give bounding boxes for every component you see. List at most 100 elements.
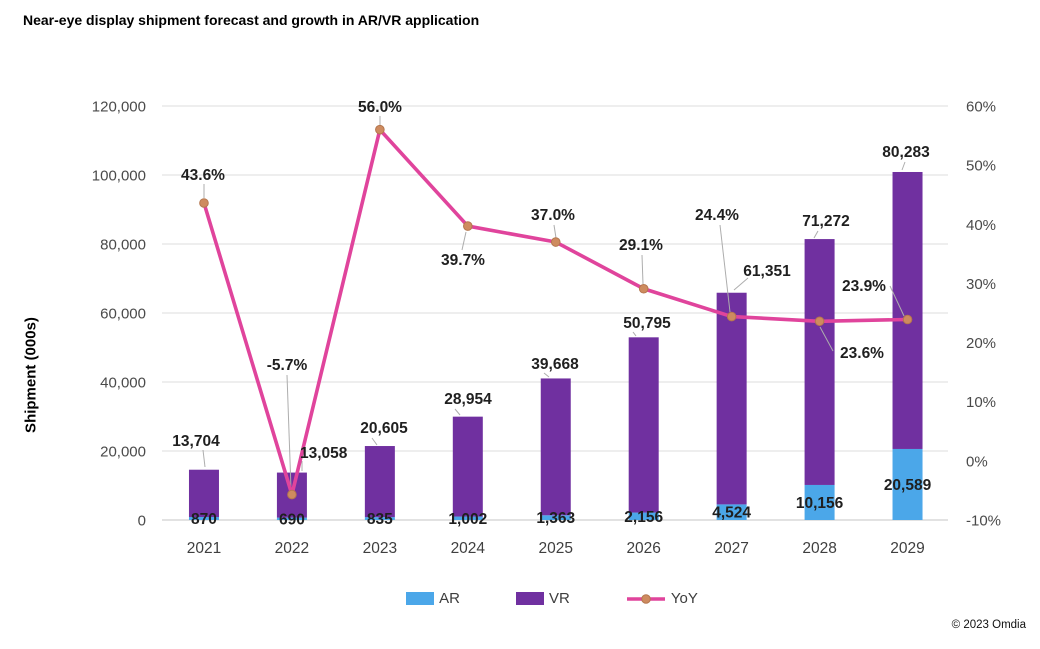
yoy-value-label-2028: 23.6% bbox=[840, 345, 884, 362]
leader-yoy-2022 bbox=[286, 374, 292, 490]
legend-label-yoy: YoY bbox=[670, 590, 698, 607]
x-axis-tick-2022: 2022 bbox=[275, 540, 309, 557]
yoy-marker-2028 bbox=[814, 316, 825, 327]
left-axis-tick-100,000: 100,000 bbox=[92, 168, 146, 185]
ar-value-label-2021: 870 bbox=[191, 511, 217, 528]
x-axis-tick-2028: 2028 bbox=[802, 540, 836, 557]
yoy-marker-2025 bbox=[550, 237, 561, 247]
leader-yoy-2029 bbox=[889, 285, 905, 317]
yoy-marker-2026 bbox=[638, 283, 649, 294]
leader-vr-2024 bbox=[454, 408, 461, 416]
ar-value-label-2028: 10,156 bbox=[796, 495, 844, 512]
ar-value-label-2024: 1,002 bbox=[448, 511, 487, 528]
vr-swatch-icon bbox=[516, 592, 544, 605]
left-axis-tick-0: 0 bbox=[138, 513, 146, 530]
bar-vr-2025 bbox=[540, 378, 571, 516]
right-axis-tick-50%: 50% bbox=[966, 158, 996, 175]
vr-value-label-2022: 13,058 bbox=[300, 445, 348, 462]
bar-vr-2023 bbox=[364, 446, 395, 518]
left-axis-tick-20,000: 20,000 bbox=[100, 444, 146, 461]
x-axis-tick-2026: 2026 bbox=[626, 540, 660, 557]
copyright-note: © 2023 Omdia bbox=[951, 619, 1026, 631]
bar-vr-2024 bbox=[452, 416, 483, 517]
legend-item-vr: VR bbox=[516, 590, 570, 607]
yoy-value-label-2029: 23.9% bbox=[842, 278, 886, 295]
leader-vr-2027 bbox=[733, 277, 749, 291]
leader-vr-2025 bbox=[543, 372, 550, 378]
right-axis-tick-60%: 60% bbox=[966, 99, 996, 116]
vr-value-label-2028: 71,272 bbox=[802, 213, 849, 230]
x-axis-tick-2025: 2025 bbox=[539, 540, 573, 557]
yoy-value-label-2027: 24.4% bbox=[695, 207, 739, 224]
bar-ar-2029 bbox=[892, 448, 923, 520]
leader-yoy-2024 bbox=[461, 231, 467, 251]
yoy-value-label-2023: 56.0% bbox=[358, 99, 402, 116]
yoy-marker-2024 bbox=[463, 221, 473, 231]
chart-title: Near-eye display shipment forecast and g… bbox=[23, 12, 480, 28]
yoy-value-label-2021: 43.6% bbox=[181, 167, 225, 184]
bar-ar-2023 bbox=[364, 517, 395, 520]
ar-value-label-2029: 20,589 bbox=[884, 477, 932, 494]
vr-value-label-2027: 61,351 bbox=[743, 263, 791, 280]
right-axis-tick-40%: 40% bbox=[966, 217, 996, 234]
bar-vr-2026 bbox=[628, 337, 659, 513]
leader-yoy-2026 bbox=[641, 254, 644, 285]
legend-item-yoy: YoY bbox=[626, 590, 698, 607]
x-axis-tick-2023: 2023 bbox=[363, 540, 397, 557]
ar-value-label-2025: 1,363 bbox=[536, 510, 575, 527]
right-axis-tick-30%: 30% bbox=[966, 276, 996, 293]
vr-value-label-2021: 13,704 bbox=[172, 433, 220, 450]
leader-vr-2028 bbox=[813, 230, 819, 239]
leader-yoy-2028 bbox=[819, 326, 834, 352]
left-axis-tick-120,000: 120,000 bbox=[92, 99, 146, 116]
bar-ar-2021 bbox=[188, 516, 219, 520]
ar-value-label-2026: 2,156 bbox=[624, 509, 663, 526]
leader-vr-2029 bbox=[901, 161, 906, 171]
vr-value-label-2026: 50,795 bbox=[623, 315, 671, 332]
leader-vr-2023 bbox=[371, 437, 378, 446]
bar-ar-2024 bbox=[452, 516, 483, 520]
bar-ar-2028 bbox=[804, 484, 835, 520]
yoy-value-label-2025: 37.0% bbox=[531, 207, 575, 224]
vr-value-label-2024: 28,954 bbox=[444, 391, 492, 408]
leader-vr-2021 bbox=[202, 449, 206, 468]
right-axis-tick--10%: -10% bbox=[966, 513, 1001, 530]
leader-yoy-2025 bbox=[553, 224, 557, 239]
bar-vr-2027 bbox=[716, 292, 747, 505]
bar-ar-2022 bbox=[276, 517, 307, 520]
yoy-value-label-2024: 39.7% bbox=[441, 252, 485, 269]
vr-value-label-2025: 39,668 bbox=[531, 356, 579, 373]
left-axis-tick-40,000: 40,000 bbox=[100, 375, 146, 392]
x-axis-tick-2027: 2027 bbox=[714, 540, 748, 557]
yoy-marker-2022 bbox=[287, 489, 297, 500]
yoy-line-icon bbox=[626, 592, 666, 606]
bar-vr-2028 bbox=[804, 239, 835, 485]
right-axis-tick-0%: 0% bbox=[966, 453, 988, 470]
vr-value-label-2023: 20,605 bbox=[360, 420, 408, 437]
x-axis-tick-2029: 2029 bbox=[890, 540, 924, 557]
right-axis-tick-10%: 10% bbox=[966, 394, 996, 411]
right-axis-tick-20%: 20% bbox=[966, 335, 996, 352]
bar-ar-2025 bbox=[540, 515, 571, 520]
leader-yoy-2027 bbox=[719, 224, 731, 313]
ar-value-label-2027: 4,524 bbox=[712, 505, 751, 522]
bar-vr-2021 bbox=[188, 469, 219, 517]
legend-item-ar: AR bbox=[406, 590, 460, 607]
legend: AR VR YoY bbox=[32, 590, 1040, 607]
bar-ar-2027 bbox=[716, 504, 747, 520]
ar-value-label-2022: 690 bbox=[279, 511, 305, 528]
x-axis-tick-2021: 2021 bbox=[187, 540, 221, 557]
leader-vr-2026 bbox=[632, 331, 637, 337]
x-axis-tick-2024: 2024 bbox=[451, 540, 486, 557]
yoy-marker-2023 bbox=[375, 124, 385, 135]
ar-swatch-icon bbox=[406, 592, 435, 605]
yoy-marker-2029 bbox=[902, 314, 913, 325]
legend-label-ar: AR bbox=[439, 590, 460, 607]
vr-value-label-2029: 80,283 bbox=[882, 144, 930, 161]
yoy-value-label-2022: -5.7% bbox=[267, 357, 308, 374]
yoy-marker-2021 bbox=[199, 198, 209, 208]
left-axis-tick-80,000: 80,000 bbox=[100, 237, 146, 254]
bar-ar-2026 bbox=[628, 512, 659, 520]
